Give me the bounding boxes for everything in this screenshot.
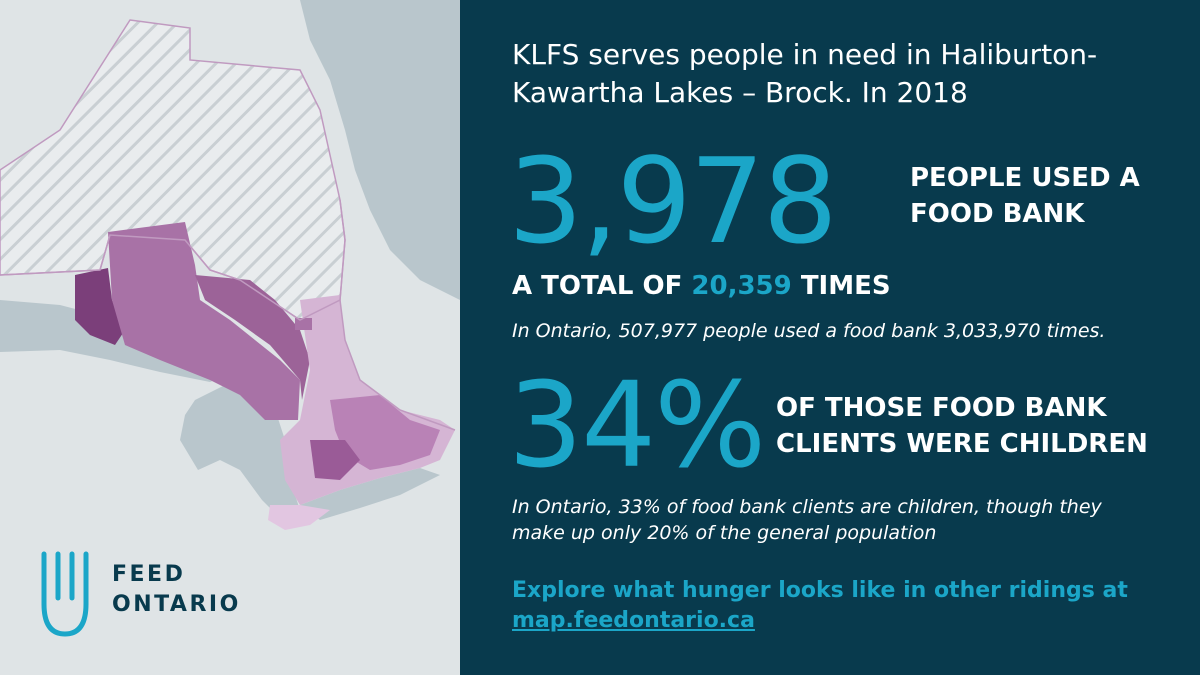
people-label: PEOPLE USED A FOOD BANK	[910, 160, 1140, 232]
info-panel: KLFS serves people in need in Haliburton…	[460, 0, 1200, 675]
map-graphic	[0, 0, 460, 530]
people-count: 3,978	[508, 132, 838, 270]
visits-suffix: TIMES	[800, 271, 891, 301]
riding-dark	[75, 268, 125, 345]
feed-ontario-logo: FEED ONTARIO	[38, 548, 268, 648]
hand-logo-icon	[41, 551, 89, 637]
riding-small-north	[295, 318, 312, 330]
ontario-children-note: In Ontario, 33% of food bank clients are…	[512, 494, 1172, 546]
children-label-line-2: CLIENTS WERE CHILDREN	[776, 429, 1148, 459]
people-label-line-1: PEOPLE USED A	[910, 163, 1140, 193]
logo-word-feed: FEED	[112, 562, 186, 587]
visits-count: 20,359	[691, 271, 792, 301]
ontario-people-note: In Ontario, 507,977 people used a food b…	[512, 320, 1106, 342]
riding-mid-southeast	[330, 395, 440, 470]
lake-erie-ontario-water	[300, 468, 440, 520]
children-percent: 34%	[508, 356, 766, 494]
visits-line: A TOTAL OF 20,359 TIMES	[512, 268, 891, 304]
ontario-border	[0, 199, 456, 431]
children-label-line-1: OF THOSE FOOD BANK	[776, 393, 1107, 423]
riding-mid-northwest	[108, 222, 300, 420]
cta-text: Explore what hunger looks like in other …	[512, 578, 1128, 603]
headline: KLFS serves people in need in Haliburton…	[512, 36, 1152, 112]
riding-light-southwest	[268, 505, 330, 530]
logo-word-ontario: ONTARIO	[112, 592, 241, 617]
headline-line-2: Kawartha Lakes – Brock. In 2018	[512, 76, 968, 109]
ontario-children-note-line-2: make up only 20% of the general populati…	[512, 522, 937, 544]
map-link[interactable]: map.feedontario.ca	[512, 608, 755, 633]
cta: Explore what hunger looks like in other …	[512, 576, 1172, 636]
ontario-children-note-line-1: In Ontario, 33% of food bank clients are…	[512, 496, 1102, 518]
children-label: OF THOSE FOOD BANK CLIENTS WERE CHILDREN	[776, 390, 1148, 462]
hudson-bay-water	[300, 0, 460, 300]
riding-mid-central	[195, 275, 310, 400]
riding-dark-south	[310, 440, 360, 480]
ontario-map: FEED ONTARIO	[0, 0, 460, 675]
visits-prefix: A TOTAL OF	[512, 271, 683, 301]
headline-line-1: KLFS serves people in need in Haliburton…	[512, 38, 1098, 71]
people-label-line-2: FOOD BANK	[910, 199, 1085, 229]
